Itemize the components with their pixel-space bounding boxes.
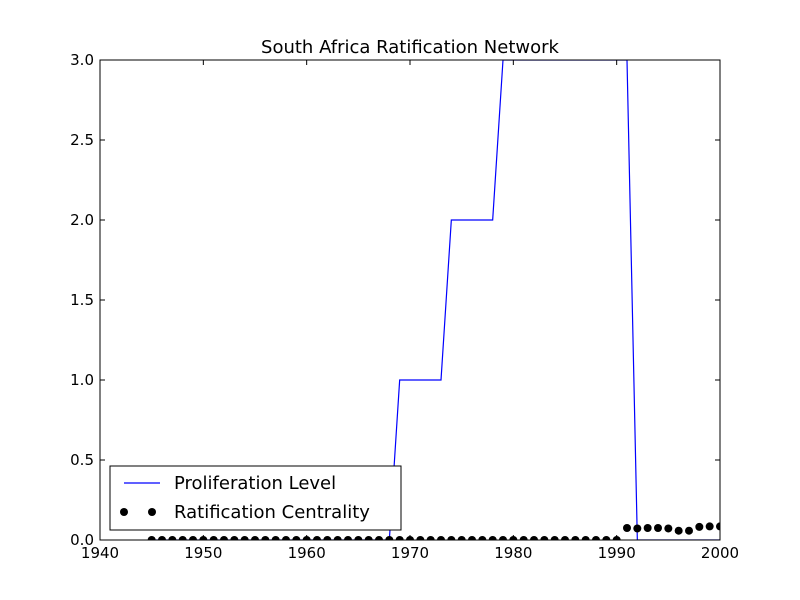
data-point	[550, 536, 559, 540]
data-point	[581, 536, 590, 540]
data-point	[437, 536, 445, 540]
y-tick-label: 0.0	[70, 531, 94, 549]
series-line-proliferation	[151, 60, 720, 540]
data-point	[571, 536, 580, 540]
data-point	[344, 536, 352, 540]
data-point	[674, 526, 683, 535]
data-point	[457, 536, 466, 540]
x-tick-label: 1980	[494, 544, 532, 562]
legend-label: Ratification Centrality	[174, 502, 370, 523]
x-tick-label: 1970	[391, 544, 429, 562]
data-point	[168, 536, 177, 540]
data-point	[354, 536, 363, 540]
data-point	[364, 536, 373, 540]
data-point	[292, 536, 301, 540]
y-tick-label: 0.5	[70, 451, 94, 469]
data-point	[416, 536, 425, 540]
data-point	[561, 536, 569, 540]
data-point	[147, 536, 156, 540]
data-point	[178, 536, 187, 540]
x-tick-label: 1990	[598, 544, 636, 562]
data-point	[426, 536, 435, 540]
chart-title: South Africa Ratification Network	[261, 37, 559, 58]
data-point	[395, 536, 404, 540]
data-point	[499, 536, 507, 540]
data-point	[488, 536, 497, 540]
y-tick-label: 2.5	[70, 131, 94, 149]
data-point	[220, 536, 228, 540]
data-point	[158, 536, 166, 540]
data-point	[685, 526, 693, 535]
y-tick-label: 1.0	[70, 371, 94, 389]
data-point	[530, 536, 538, 540]
data-point	[385, 536, 394, 540]
legend-marker-swatch	[120, 508, 128, 516]
legend-box	[109, 465, 402, 531]
data-point	[592, 536, 600, 540]
data-point	[705, 522, 714, 531]
data-point	[323, 536, 332, 540]
data-point	[623, 524, 631, 532]
data-point	[240, 536, 249, 540]
x-tick-label: 2000	[701, 544, 739, 562]
tick-layer: 1940 1950 1960 1970 1980 1990 2000 0.0 0.5 1.0 1.5…	[70, 51, 739, 562]
data-point	[261, 536, 270, 540]
legend-label: Proliferation Level	[174, 473, 336, 494]
data-point	[375, 536, 383, 540]
data-point	[664, 524, 673, 533]
data-point	[313, 536, 321, 540]
y-tick-label: 2.0	[70, 211, 94, 229]
x-tick-label: 1950	[184, 544, 222, 562]
data-point	[189, 536, 197, 540]
data-point	[633, 524, 642, 533]
data-point	[602, 536, 611, 540]
legend-marker-swatch	[148, 508, 156, 516]
data-point	[209, 536, 218, 540]
data-point	[282, 536, 290, 540]
data-point	[230, 536, 239, 540]
x-tick-label: 1960	[288, 544, 326, 562]
data-point	[251, 536, 259, 540]
data-point	[654, 524, 662, 532]
x-tick-label: 1940	[81, 544, 119, 562]
data-point	[333, 536, 342, 540]
data-point	[540, 536, 549, 540]
data-point	[643, 524, 652, 532]
data-point	[716, 522, 720, 531]
data-point	[271, 536, 280, 540]
legend: Proliferation Level Ratification Centrali…	[109, 465, 402, 531]
series-layer	[147, 60, 720, 540]
y-tick-label: 1.5	[70, 291, 94, 309]
data-point	[468, 536, 476, 540]
y-tick-label: 3.0	[70, 51, 94, 69]
data-point	[447, 536, 456, 540]
data-point	[695, 522, 704, 531]
data-point	[519, 536, 528, 540]
data-point	[478, 536, 487, 540]
